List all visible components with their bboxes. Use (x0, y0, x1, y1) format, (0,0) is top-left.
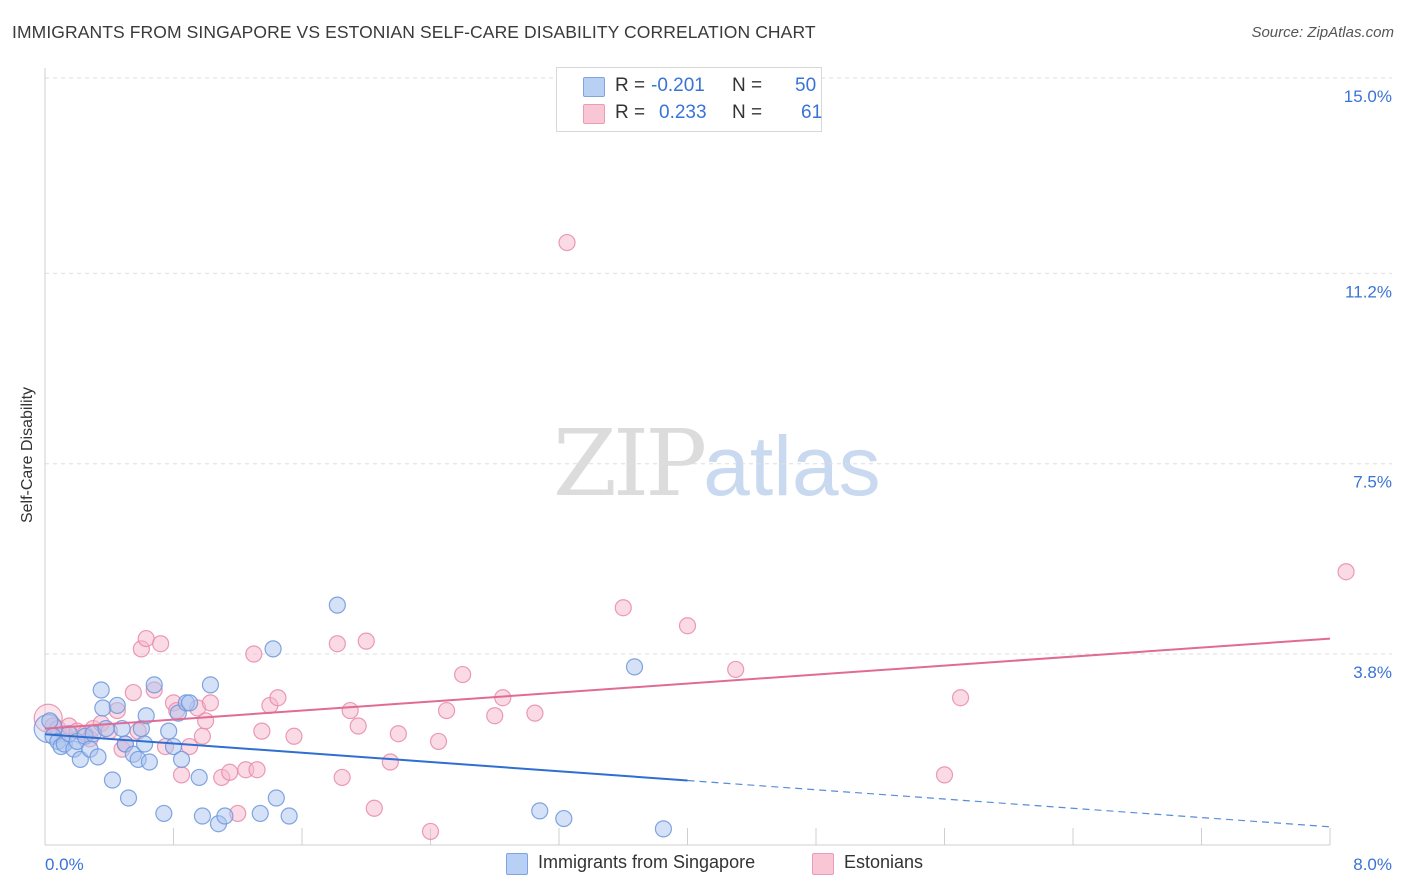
estonians-trend-line (44, 637, 1331, 730)
singapore-point (531, 802, 549, 820)
singapore-points (33, 596, 673, 838)
estonians-point (248, 761, 266, 779)
chart-title: IMMIGRANTS FROM SINGAPORE VS ESTONIAN SE… (12, 22, 816, 42)
singapore-point (251, 804, 269, 823)
estonians-point (201, 694, 220, 712)
estonians-point (341, 701, 359, 720)
y-tick-label: 11.2% (1345, 282, 1392, 301)
estonians-point (526, 704, 544, 722)
estonians-point (349, 717, 367, 735)
singapore-point (145, 676, 163, 694)
estonians-point (245, 645, 263, 663)
singapore-trend-extension (687, 779, 1331, 828)
estonians-point (137, 629, 155, 648)
singapore-point (555, 809, 573, 828)
estonians-point (253, 722, 271, 740)
estonians-point (285, 727, 303, 745)
singapore-point (267, 789, 285, 807)
estonians-point (614, 599, 632, 617)
estonians-point (328, 635, 346, 653)
estonians-point (172, 766, 191, 784)
source-credit: Source: ZipAtlas.com (1251, 24, 1394, 41)
estonians-point (486, 707, 504, 725)
singapore-point (135, 735, 154, 753)
singapore-point (137, 707, 155, 725)
singapore-point (193, 807, 212, 825)
singapore-point (92, 681, 110, 699)
legend-swatch-singapore (583, 77, 605, 97)
estonians-point (333, 768, 351, 787)
axes (44, 68, 1331, 846)
estonians-point (421, 822, 440, 841)
estonians-point (357, 632, 375, 650)
legend-swatch-estonians (583, 104, 605, 124)
y-tick-labels: 3.8% 7.5% 11.2% 15.0% (1344, 87, 1392, 682)
estonians-point (389, 725, 407, 743)
y-tick-label: 7.5% (1353, 473, 1392, 492)
singapore-point (103, 771, 122, 789)
estonians-point (381, 753, 399, 771)
estonians-point (727, 660, 745, 679)
legend-n-value-singapore: 50 (795, 75, 817, 96)
estonians-point (951, 689, 970, 707)
singapore-point (625, 658, 644, 676)
estonians-point (429, 732, 448, 751)
estonians-point (193, 727, 212, 745)
estonians-point (1337, 563, 1355, 581)
singapore-point (328, 596, 346, 614)
watermark-atlas: atlas (703, 419, 881, 513)
legend-r-value-singapore: -0.201 (651, 75, 705, 96)
estonians-point (124, 683, 142, 702)
legend-r-value-estonians: 0.233 (659, 102, 707, 123)
bottom-legend-swatch-estonians (812, 853, 834, 875)
bottom-legend-label-singapore: Immigrants from Singapore (538, 852, 756, 872)
singapore-point (108, 696, 126, 715)
bottom-legend-label-estonians: Estonians (844, 852, 924, 872)
estonians-point (454, 665, 472, 684)
singapore-point (140, 753, 159, 771)
singapore-point (280, 807, 298, 825)
singapore-point (216, 807, 234, 825)
estonians-point (365, 799, 383, 817)
estonians-point (152, 635, 170, 653)
y-tick-label: 3.8% (1353, 663, 1392, 682)
correlation-legend: R = -0.201 N = 50 R = 0.233 N = 61 (556, 67, 822, 132)
bottom-legend-swatch-singapore (506, 853, 528, 875)
singapore-point (160, 722, 178, 740)
singapore-trend-line (44, 733, 688, 782)
x-tick-label-max: 8.0% (1353, 855, 1392, 874)
trend-lines (44, 637, 1331, 828)
legend-r-label: R = (615, 75, 646, 96)
singapore-point (94, 699, 112, 717)
singapore-point (201, 676, 220, 694)
singapore-point (654, 820, 673, 838)
singapore-point (264, 640, 282, 658)
singapore-point (172, 750, 191, 769)
singapore-point (155, 804, 173, 823)
singapore-point (190, 768, 208, 787)
singapore-point (41, 712, 59, 730)
watermark: ZIPatlas (553, 410, 881, 517)
estonians-point (269, 689, 287, 707)
gridlines (45, 77, 1392, 655)
x-tick-labels: 0.0% 8.0% (45, 855, 1392, 874)
estonians-point (221, 763, 239, 781)
singapore-point (180, 694, 199, 712)
estonians-point (935, 766, 954, 784)
estonians-point (678, 617, 697, 635)
legend-n-label: N = (732, 75, 763, 96)
x-tick-label-min: 0.0% (45, 855, 84, 874)
estonians-point (558, 233, 576, 252)
legend-n-value-estonians: 61 (801, 102, 823, 123)
legend-n-label: N = (732, 102, 763, 123)
legend-r-label: R = (615, 102, 646, 123)
y-tick-label: 15.0% (1344, 87, 1392, 106)
estonians-point (197, 712, 215, 730)
singapore-point (119, 789, 138, 807)
singapore-point (89, 748, 107, 766)
estonians-point (437, 701, 456, 720)
